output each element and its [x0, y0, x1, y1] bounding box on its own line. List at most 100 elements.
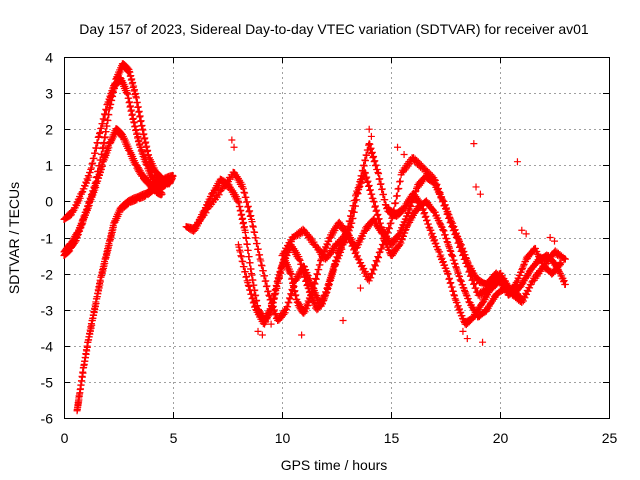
data-point: [84, 172, 92, 180]
data-point: [375, 249, 383, 257]
data-point: [456, 273, 464, 281]
data-point: [254, 327, 262, 335]
data-point: [447, 217, 455, 225]
data-point: [88, 160, 96, 168]
data-point: [267, 320, 275, 328]
data-point: [243, 198, 251, 206]
data-point: [87, 164, 95, 172]
data-point: [87, 165, 95, 173]
data-point: [247, 265, 255, 273]
data-point: [556, 259, 564, 267]
data-point: [448, 252, 456, 260]
data-point: [289, 287, 297, 295]
data-point: [234, 195, 242, 203]
data-point: [297, 230, 305, 238]
data-point: [329, 268, 337, 276]
data-point: [296, 256, 304, 264]
data-point: [280, 310, 288, 318]
data-point: [304, 302, 312, 310]
data-point: [249, 294, 257, 302]
data-point: [397, 239, 405, 247]
data-point: [376, 219, 384, 227]
data-point: [454, 268, 462, 276]
data-point: [240, 188, 248, 196]
data-point: [400, 150, 408, 158]
data-point: [456, 242, 464, 250]
data-point: [285, 299, 293, 307]
data-point: [89, 159, 97, 167]
data-point: [456, 276, 464, 284]
data-point: [307, 290, 315, 298]
data-point: [516, 271, 524, 279]
data-point: [382, 233, 390, 241]
data-point: [299, 225, 307, 233]
data-point: [439, 226, 447, 234]
data-point: [324, 284, 332, 292]
data-point: [287, 238, 295, 246]
data-point: [375, 170, 383, 178]
grid-lines: [64, 57, 609, 418]
data-point: [86, 168, 94, 176]
data-point: [245, 282, 253, 290]
data-point: [455, 238, 463, 246]
data-point: [259, 267, 267, 275]
data-point: [310, 238, 318, 246]
data-point: [202, 209, 210, 217]
data-point: [515, 275, 523, 283]
data-point: [271, 290, 279, 298]
data-point: [309, 293, 317, 301]
data-point: [457, 308, 465, 316]
data-point: [439, 226, 447, 234]
data-point: [466, 267, 474, 275]
data-point: [305, 275, 313, 283]
data-point: [346, 234, 354, 242]
data-point: [369, 195, 377, 203]
data-point: [453, 298, 461, 306]
data-point: [251, 228, 259, 236]
data-point: [272, 289, 280, 297]
data-point: [363, 173, 371, 181]
data-point: [445, 243, 453, 251]
data-point: [436, 189, 444, 197]
data-point: [437, 251, 445, 259]
data-point: [370, 198, 378, 206]
data-point: [96, 130, 104, 138]
data-point: [104, 116, 112, 124]
data-point: [422, 212, 430, 220]
data-point: [518, 226, 526, 234]
data-point: [236, 248, 244, 256]
data-point: [381, 237, 389, 245]
data-point: [90, 154, 98, 162]
data-point: [300, 268, 308, 276]
y-tick-label: -3: [41, 303, 54, 319]
data-point: [76, 194, 84, 202]
y-tick-label: -1: [41, 231, 54, 247]
data-point: [519, 297, 527, 305]
data-point: [472, 183, 480, 191]
data-point: [352, 248, 360, 256]
data-point: [401, 219, 409, 227]
data-point: [511, 290, 519, 298]
data-point: [350, 208, 358, 216]
data-point: [96, 129, 104, 137]
data-point: [256, 255, 264, 263]
data-point: [551, 237, 558, 245]
data-point: [376, 180, 384, 188]
data-point: [447, 247, 455, 255]
data-point: [454, 302, 462, 310]
data-point: [257, 257, 265, 265]
data-point: [374, 169, 382, 177]
data-point: [394, 143, 402, 151]
data-point: [337, 248, 345, 256]
data-point: [365, 125, 373, 133]
data-point: [327, 276, 335, 284]
data-point: [335, 252, 343, 260]
data-point: [470, 140, 478, 148]
data-point: [298, 331, 306, 339]
data-point: [94, 133, 102, 141]
data-point: [363, 225, 371, 233]
data-point: [444, 209, 452, 217]
data-point: [262, 283, 270, 291]
data-point: [258, 331, 266, 339]
data-point: [314, 271, 322, 279]
